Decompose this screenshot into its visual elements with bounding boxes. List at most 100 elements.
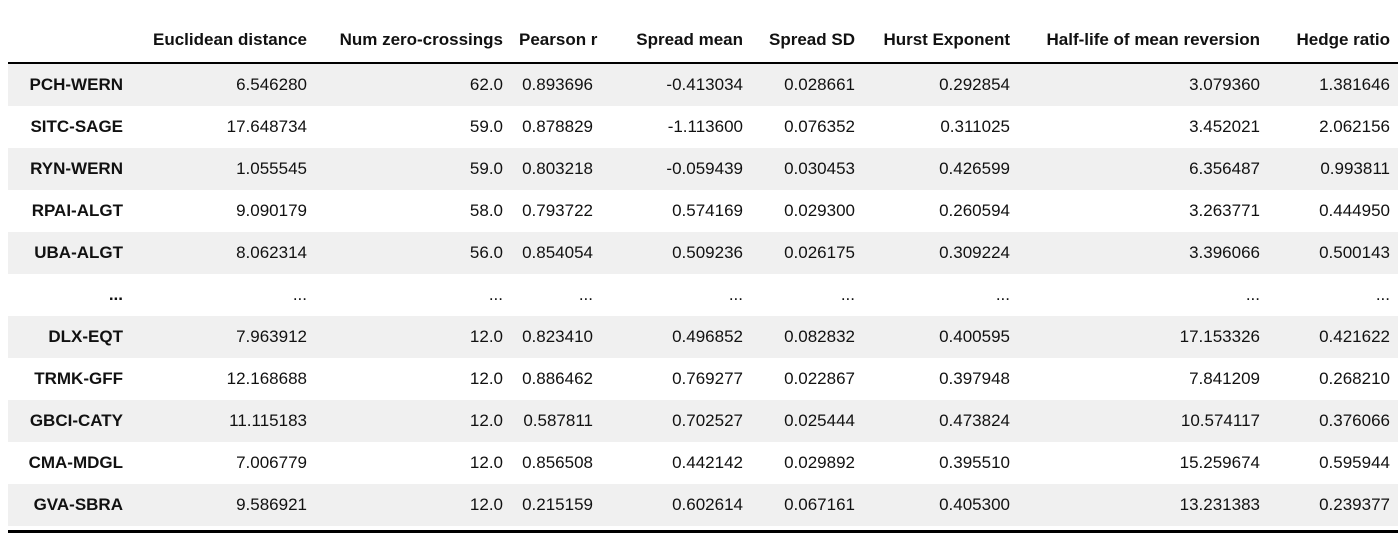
table-cell: 0.473824 [939, 411, 1010, 430]
table-row: RYN-WERN 1.055545 59.0 0.803218 -0.059439 0.0… [8, 148, 1398, 190]
table-cell: 0.309224 [939, 243, 1010, 262]
column-header: Hedge ratio [1268, 20, 1398, 64]
table-cell: 12.0 [469, 495, 503, 514]
table-cell: 0.400595 [939, 327, 1010, 346]
table-cell: 0.076352 [784, 117, 855, 136]
column-header: Hurst Exponent [863, 20, 1018, 64]
index-column-header [8, 20, 131, 64]
table-cell: 6.356487 [1189, 159, 1260, 178]
table-cell: 0.029892 [784, 453, 855, 472]
table-cell: 0.292854 [939, 75, 1010, 94]
table-cell: 9.586921 [236, 495, 307, 514]
column-header: Spread mean [601, 20, 751, 64]
row-index-label: GBCI-CATY [29, 411, 123, 430]
table-row: SITC-SAGE 17.648734 59.0 0.878829 -1.113600 0… [8, 106, 1398, 148]
table-cell: 0.029300 [784, 201, 855, 220]
table-cell: 0.587811 [523, 411, 593, 430]
table-cell: 0.574169 [672, 201, 743, 220]
table-cell: 0.239377 [1319, 495, 1390, 514]
table-cell: 12.168688 [226, 369, 307, 388]
table-cell: 0.793722 [522, 201, 593, 220]
table-cell: 0.028661 [784, 75, 855, 94]
table-cell: -1.113600 [667, 117, 743, 136]
table-cell: 11.115183 [229, 411, 307, 430]
table-cell: ... [292, 285, 307, 304]
table-cell: ... [995, 285, 1010, 304]
column-header: Spread SD [751, 20, 863, 64]
row-index-label: DLX-EQT [48, 327, 123, 346]
table-cell: 0.311025 [940, 117, 1010, 136]
row-index-label: SITC-SAGE [30, 117, 123, 136]
table-cell: 7.963912 [236, 327, 307, 346]
table-row: CMA-MDGL 7.006779 12.0 0.856508 0.442142 0.02… [8, 442, 1398, 484]
table-cell: 0.602614 [672, 495, 743, 514]
table-cell: 0.376066 [1319, 411, 1390, 430]
table-cell: ... [488, 285, 503, 304]
table-cell: 3.079360 [1189, 75, 1260, 94]
row-index-label: CMA-MDGL [28, 453, 123, 472]
table-cell: 3.452021 [1189, 117, 1260, 136]
column-header: Pearson r [511, 20, 601, 64]
table-cell: 0.395510 [939, 453, 1010, 472]
row-index-label: RPAI-ALGT [31, 201, 123, 220]
table-cell: 0.803218 [522, 159, 593, 178]
table-cell: 0.067161 [784, 495, 855, 514]
ellipsis-row: ........................... [8, 274, 1398, 316]
table-bottom-border [8, 530, 1398, 533]
table-cell: ... [728, 285, 743, 304]
table-row: PCH-WERN 6.546280 62.0 0.893696 -0.413034 0.0… [8, 63, 1398, 106]
table-cell: 0.022867 [784, 369, 855, 388]
table-cell: 0.500143 [1319, 243, 1390, 262]
table-cell: 0.026175 [784, 243, 855, 262]
table-cell: 0.268210 [1319, 369, 1390, 388]
row-index-label: UBA-ALGT [34, 243, 123, 262]
table-cell: 0.854054 [522, 243, 593, 262]
table-cell: 1.381646 [1319, 75, 1390, 94]
table-cell: ... [1375, 285, 1390, 304]
table-cell: 0.444950 [1319, 201, 1390, 220]
table-cell: 0.421622 [1319, 327, 1390, 346]
table-cell: 1.055545 [236, 159, 307, 178]
table-cell: 3.396066 [1189, 243, 1260, 262]
table-cell: 0.215159 [522, 495, 593, 514]
table-cell: 0.595944 [1319, 453, 1390, 472]
table-cell: 6.546280 [236, 75, 307, 94]
column-header: Num zero-crossings [315, 20, 511, 64]
table-cell: ... [840, 285, 855, 304]
table-cell: 10.574117 [1180, 411, 1260, 430]
table-cell: ... [578, 285, 593, 304]
table-cell: 0.442142 [672, 453, 743, 472]
table-cell: 3.263771 [1189, 201, 1260, 220]
table-cell: 0.509236 [672, 243, 743, 262]
table-cell: 15.259674 [1179, 453, 1260, 472]
table-cell: 7.006779 [236, 453, 307, 472]
table-cell: 0.025444 [784, 411, 855, 430]
table-cell: 0.426599 [939, 159, 1010, 178]
table-cell: 0.405300 [939, 495, 1010, 514]
table-cell: 12.0 [469, 411, 503, 430]
table-cell: 56.0 [469, 243, 503, 262]
table-row: GVA-SBRA 9.586921 12.0 0.215159 0.602614 0.06… [8, 484, 1398, 526]
column-header: Euclidean distance [131, 20, 315, 64]
table-row: UBA-ALGT 8.062314 56.0 0.854054 0.509236 0.02… [8, 232, 1398, 274]
table-cell: 2.062156 [1319, 117, 1390, 136]
pairs-stats-table: Euclidean distance Num zero-crossings Pear… [8, 20, 1398, 526]
table-cell: 0.856508 [522, 453, 593, 472]
table-cell: 0.496852 [672, 327, 743, 346]
table-cell: 0.702527 [672, 411, 743, 430]
table-cell: 0.260594 [939, 201, 1010, 220]
table-cell: 0.878829 [522, 117, 593, 136]
header-row: Euclidean distance Num zero-crossings Pear… [8, 20, 1398, 64]
table-body: PCH-WERN 6.546280 62.0 0.893696 -0.413034 0.0… [8, 63, 1398, 526]
row-index-label: RYN-WERN [30, 159, 123, 178]
table-cell: 9.090179 [236, 201, 307, 220]
row-index-label: TRMK-GFF [34, 369, 123, 388]
table-cell: 12.0 [469, 453, 503, 472]
table-row: TRMK-GFF 12.168688 12.0 0.886462 0.769277 0.0… [8, 358, 1398, 400]
table-row: GBCI-CATY 11.115183 12.0 0.587811 0.702527 0.… [8, 400, 1398, 442]
table-cell: 59.0 [469, 117, 503, 136]
table-cell: 17.648734 [226, 117, 307, 136]
table-cell: 0.082832 [784, 327, 855, 346]
table-cell: 0.893696 [522, 75, 593, 94]
